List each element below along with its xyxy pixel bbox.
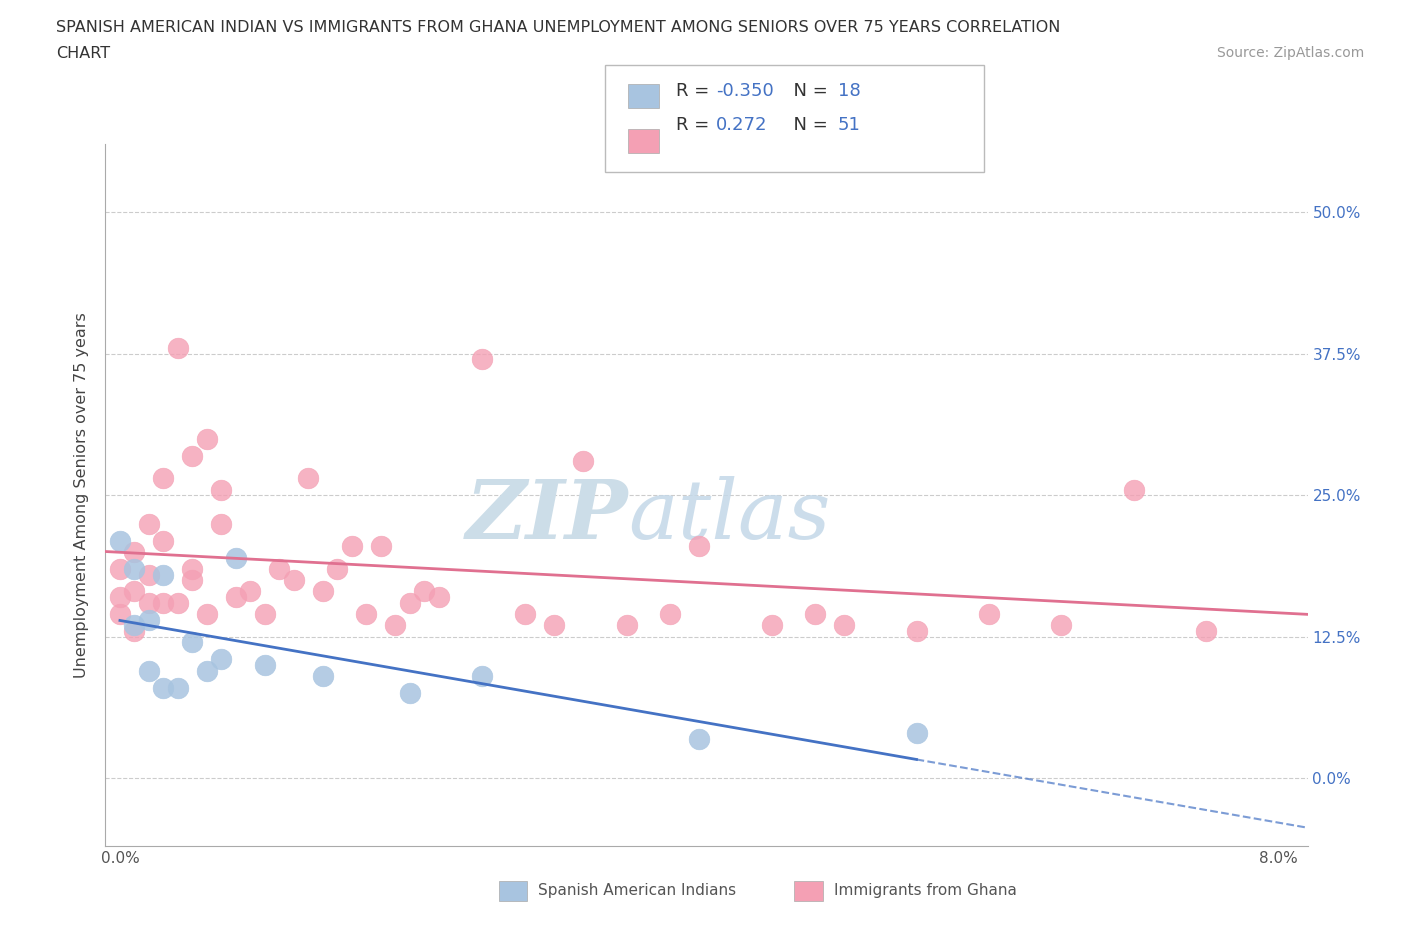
Text: SPANISH AMERICAN INDIAN VS IMMIGRANTS FROM GHANA UNEMPLOYMENT AMONG SENIORS OVER: SPANISH AMERICAN INDIAN VS IMMIGRANTS FR… [56, 20, 1060, 35]
Point [427, 590, 450, 604]
Point [905, 725, 928, 740]
Point [124, 544, 146, 559]
Point [384, 618, 406, 633]
Text: CHART: CHART [56, 46, 110, 61]
Point [209, 516, 232, 531]
Point [253, 658, 276, 672]
Point [108, 562, 131, 577]
Point [152, 567, 174, 582]
Point [138, 516, 160, 531]
Point [688, 538, 710, 553]
Point [108, 590, 131, 604]
Point [209, 482, 232, 497]
Point [905, 624, 928, 639]
Point [108, 606, 131, 621]
Point [138, 595, 160, 610]
Point [297, 471, 319, 485]
Point [515, 606, 537, 621]
Point [1195, 624, 1218, 639]
Text: R =: R = [676, 82, 716, 100]
Point [1122, 482, 1144, 497]
Point [398, 686, 420, 701]
Point [398, 595, 420, 610]
Point [471, 669, 494, 684]
Point [253, 606, 276, 621]
Point [761, 618, 783, 633]
Point [124, 624, 146, 639]
Text: 18: 18 [838, 82, 860, 100]
Text: 0.272: 0.272 [716, 116, 768, 134]
Point [225, 550, 247, 565]
Point [181, 448, 204, 463]
Point [124, 618, 146, 633]
Point [124, 562, 146, 577]
Point [688, 731, 710, 746]
Point [977, 606, 1000, 621]
Text: 51: 51 [838, 116, 860, 134]
Point [326, 562, 349, 577]
Point [195, 606, 218, 621]
Point [152, 681, 174, 696]
Point [239, 584, 262, 599]
Point [195, 663, 218, 678]
Text: N =: N = [782, 82, 834, 100]
Point [413, 584, 436, 599]
Y-axis label: Unemployment Among Seniors over 75 years: Unemployment Among Seniors over 75 years [75, 312, 90, 678]
Point [181, 635, 204, 650]
Point [138, 567, 160, 582]
Point [138, 612, 160, 627]
Point [312, 669, 335, 684]
Point [209, 652, 232, 667]
Point [269, 562, 291, 577]
Point [354, 606, 377, 621]
Point [181, 573, 204, 588]
Point [195, 432, 218, 446]
Point [572, 454, 595, 469]
Point [152, 595, 174, 610]
Point [340, 538, 363, 553]
Text: R =: R = [676, 116, 721, 134]
Point [138, 663, 160, 678]
Point [225, 590, 247, 604]
Text: Source: ZipAtlas.com: Source: ZipAtlas.com [1216, 46, 1364, 60]
Point [543, 618, 565, 633]
Point [312, 584, 335, 599]
Point [167, 340, 190, 355]
Point [152, 533, 174, 548]
Point [616, 618, 638, 633]
Point [108, 533, 131, 548]
Text: N =: N = [782, 116, 834, 134]
Text: ZIP: ZIP [465, 476, 628, 556]
Text: Spanish American Indians: Spanish American Indians [538, 884, 737, 898]
Point [167, 595, 190, 610]
Text: -0.350: -0.350 [716, 82, 773, 100]
Point [1050, 618, 1073, 633]
Point [152, 471, 174, 485]
Point [832, 618, 855, 633]
Point [283, 573, 305, 588]
Point [370, 538, 392, 553]
Point [167, 681, 190, 696]
Point [124, 584, 146, 599]
Text: Immigrants from Ghana: Immigrants from Ghana [834, 884, 1017, 898]
Point [659, 606, 682, 621]
Point [471, 352, 494, 366]
Text: atlas: atlas [628, 476, 831, 556]
Point [804, 606, 827, 621]
Point [181, 562, 204, 577]
